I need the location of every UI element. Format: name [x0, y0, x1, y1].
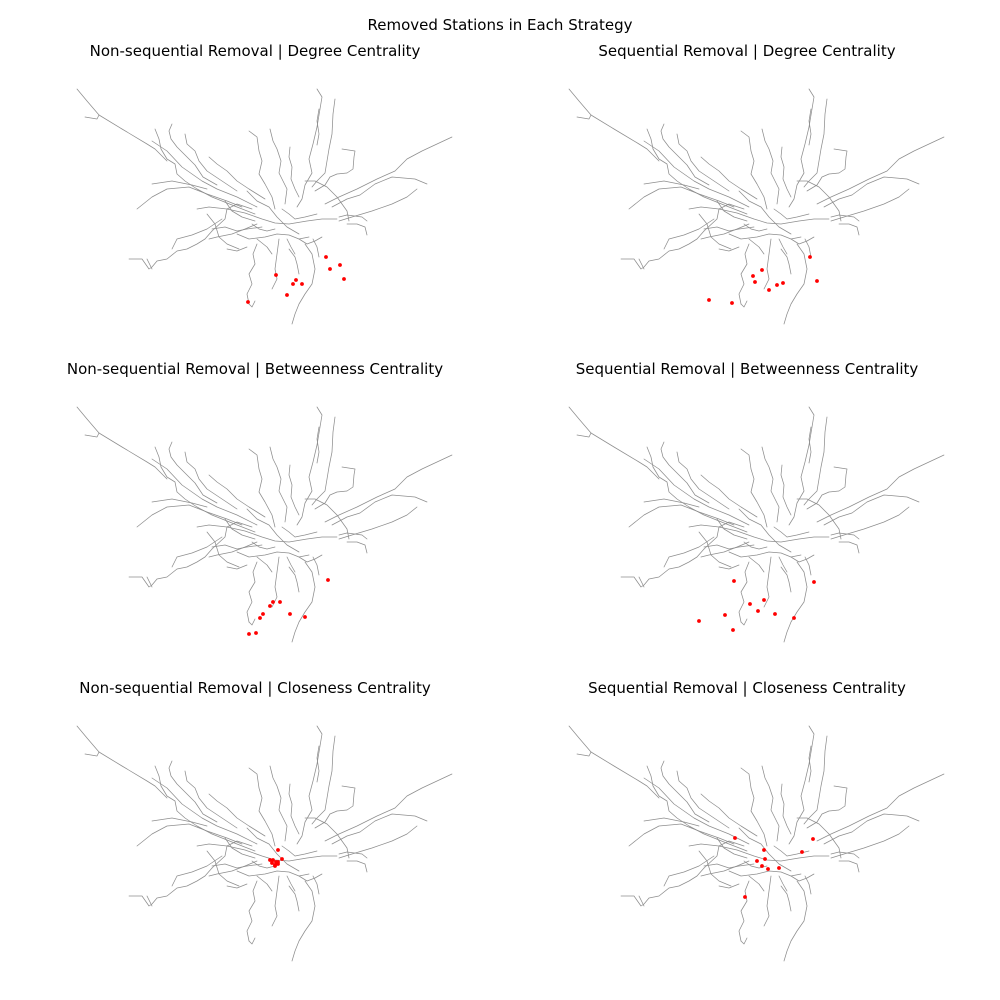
- removed-station-marker: [762, 848, 766, 852]
- removed-station-marker: [812, 580, 816, 584]
- removed-station-marker: [751, 274, 755, 278]
- removed-station-marker: [753, 280, 757, 284]
- removed-station-marker: [328, 267, 332, 271]
- panel-title: Non-sequential Removal | Closeness Centr…: [79, 679, 431, 697]
- removed-station-marker: [697, 619, 701, 623]
- network-plot: [76, 88, 453, 325]
- removed-station-marker: [755, 859, 759, 863]
- removed-station-marker: [800, 850, 804, 854]
- removed-station-marker: [276, 848, 280, 852]
- network-lines: [76, 725, 453, 962]
- removed-station-markers: [697, 579, 816, 632]
- panel-seq-betweenness: Sequential Removal | Betweenness Central…: [512, 360, 982, 660]
- removed-station-marker: [766, 867, 770, 871]
- removed-station-marker: [246, 300, 250, 304]
- removed-station-marker: [731, 628, 735, 632]
- removed-station-marker: [294, 278, 298, 282]
- removed-station-marker: [781, 281, 785, 285]
- removed-station-marker: [808, 255, 812, 259]
- removed-station-marker: [261, 612, 265, 616]
- removed-station-marker: [273, 864, 277, 868]
- removed-station-marker: [326, 578, 330, 582]
- removed-station-marker: [732, 579, 736, 583]
- panel-title: Sequential Removal | Closeness Centralit…: [588, 679, 906, 697]
- removed-station-marker: [748, 602, 752, 606]
- network-plot: [568, 406, 945, 643]
- removed-station-marker: [274, 273, 278, 277]
- network-lines: [568, 725, 945, 962]
- network-lines: [568, 88, 945, 325]
- removed-station-markers: [247, 578, 330, 636]
- removed-station-markers: [707, 255, 819, 305]
- removed-station-markers: [733, 836, 815, 899]
- panel-title: Non-sequential Removal | Betweenness Cen…: [66, 360, 444, 378]
- removed-station-marker: [743, 895, 747, 899]
- panel-title: Sequential Removal | Degree Centrality: [598, 42, 896, 60]
- removed-station-marker: [338, 263, 342, 267]
- network-plot: [76, 406, 453, 643]
- removed-station-marker: [730, 301, 734, 305]
- panel-nonseq-betweenness: Non-sequential Removal | Betweenness Cen…: [20, 360, 490, 660]
- removed-station-markers: [246, 255, 346, 304]
- removed-station-marker: [733, 836, 737, 840]
- removed-station-marker: [278, 600, 282, 604]
- removed-station-marker: [247, 632, 251, 636]
- removed-station-marker: [324, 255, 328, 259]
- removed-station-marker: [767, 288, 771, 292]
- figure-title: Removed Stations in Each Strategy: [367, 16, 633, 34]
- removed-station-marker: [300, 282, 304, 286]
- panel-seq-closeness: Sequential Removal | Closeness Centralit…: [512, 679, 982, 979]
- removed-station-markers: [268, 848, 284, 868]
- removed-station-marker: [280, 857, 284, 861]
- removed-station-marker: [285, 293, 289, 297]
- network-plot: [568, 88, 945, 325]
- network-lines: [568, 406, 945, 643]
- panel-nonseq-degree: Non-sequential Removal | Degree Centrali…: [20, 42, 490, 342]
- removed-station-marker: [756, 609, 760, 613]
- removed-station-marker: [811, 837, 815, 841]
- removed-station-marker: [773, 612, 777, 616]
- panel-title: Non-sequential Removal | Degree Centrali…: [89, 42, 421, 60]
- removed-station-marker: [254, 631, 258, 635]
- removed-station-marker: [268, 604, 272, 608]
- panel-title: Sequential Removal | Betweenness Central…: [575, 360, 919, 378]
- network-lines: [76, 406, 453, 643]
- panel-nonseq-closeness: Non-sequential Removal | Closeness Centr…: [20, 679, 490, 979]
- removed-station-marker: [815, 279, 819, 283]
- removed-station-marker: [775, 283, 779, 287]
- removed-station-marker: [291, 282, 295, 286]
- removed-station-marker: [760, 864, 764, 868]
- removed-station-marker: [288, 612, 292, 616]
- removed-station-marker: [270, 861, 274, 865]
- removed-station-marker: [274, 860, 278, 864]
- removed-station-marker: [258, 616, 262, 620]
- removed-station-marker: [303, 615, 307, 619]
- removed-station-marker: [792, 616, 796, 620]
- removed-station-marker: [723, 613, 727, 617]
- network-plot: [76, 725, 453, 962]
- removed-station-marker: [762, 598, 766, 602]
- removed-station-marker: [342, 277, 346, 281]
- removed-station-marker: [760, 268, 764, 272]
- network-lines: [76, 88, 453, 325]
- removed-station-marker: [777, 866, 781, 870]
- removed-station-marker: [763, 857, 767, 861]
- removed-station-marker: [707, 298, 711, 302]
- panel-seq-degree: Sequential Removal | Degree Centrality: [512, 42, 982, 342]
- removed-station-marker: [271, 858, 275, 862]
- network-plot: [568, 725, 945, 962]
- removed-station-marker: [271, 600, 275, 604]
- removed-station-marker: [268, 858, 272, 862]
